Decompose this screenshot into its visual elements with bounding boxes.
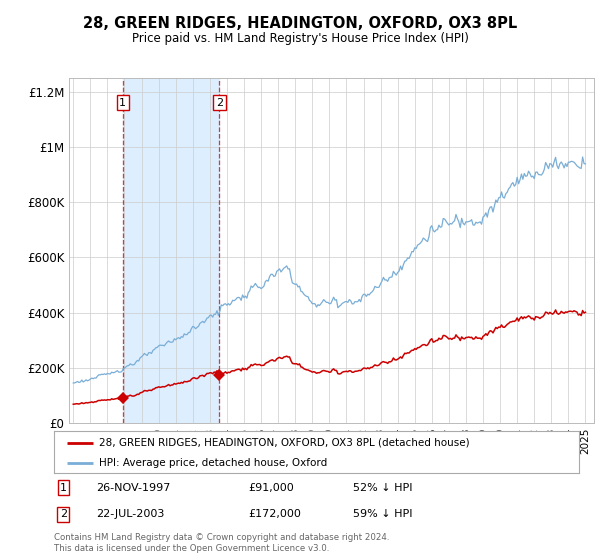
Text: 28, GREEN RIDGES, HEADINGTON, OXFORD, OX3 8PL (detached house): 28, GREEN RIDGES, HEADINGTON, OXFORD, OX… [98,438,469,448]
Text: 2: 2 [60,509,67,519]
Text: £172,000: £172,000 [248,509,301,519]
Text: 1: 1 [60,483,67,493]
Text: 59% ↓ HPI: 59% ↓ HPI [353,509,413,519]
Text: Price paid vs. HM Land Registry's House Price Index (HPI): Price paid vs. HM Land Registry's House … [131,32,469,45]
Text: 28, GREEN RIDGES, HEADINGTON, OXFORD, OX3 8PL: 28, GREEN RIDGES, HEADINGTON, OXFORD, OX… [83,16,517,31]
Bar [123,78,220,423]
Text: 22-JUL-2003: 22-JUL-2003 [96,509,164,519]
Text: HPI: Average price, detached house, Oxford: HPI: Average price, detached house, Oxfo… [98,458,327,468]
Text: 2: 2 [216,97,223,108]
Text: 1: 1 [119,97,126,108]
Text: 52% ↓ HPI: 52% ↓ HPI [353,483,413,493]
Text: Contains HM Land Registry data © Crown copyright and database right 2024.
This d: Contains HM Land Registry data © Crown c… [54,533,389,553]
Text: £91,000: £91,000 [248,483,294,493]
Text: 26-NOV-1997: 26-NOV-1997 [96,483,170,493]
